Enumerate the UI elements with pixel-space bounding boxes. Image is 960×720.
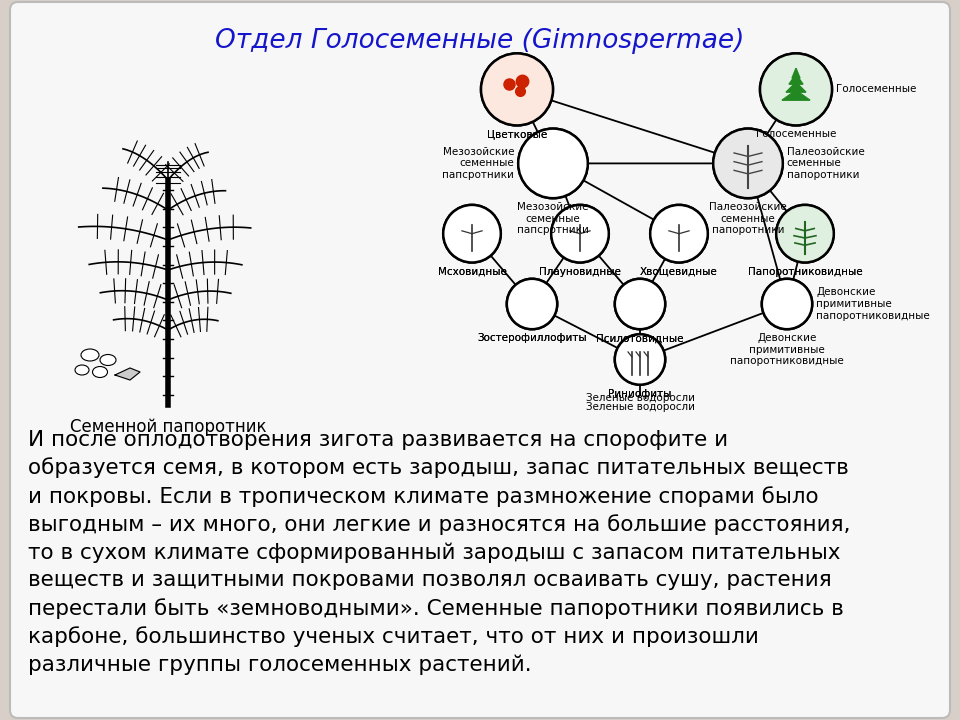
Text: Мсховидные: Мсховидные [438, 266, 507, 276]
Text: Голосеменные: Голосеменные [836, 84, 917, 94]
Circle shape [777, 205, 834, 263]
Circle shape [760, 53, 832, 125]
Text: Семенной папоротник: Семенной папоротник [70, 418, 266, 436]
Circle shape [713, 129, 782, 198]
Circle shape [444, 205, 501, 263]
Text: И после оплодотворения зигота развивается на спорофите и
образуется семя, в кото: И после оплодотворения зигота развиваетс… [28, 430, 851, 675]
Text: Зостерофиллофиты: Зостерофиллофиты [477, 333, 587, 343]
Text: Зеленые водоросли: Зеленые водоросли [586, 402, 694, 413]
Ellipse shape [92, 366, 108, 377]
Text: Плауновидные: Плауновидные [540, 266, 621, 276]
Circle shape [481, 53, 553, 125]
Circle shape [518, 129, 588, 198]
Text: Палеозойские
семенные
папоротники: Палеозойские семенные папоротники [787, 147, 865, 180]
Ellipse shape [100, 354, 116, 366]
FancyBboxPatch shape [10, 2, 950, 718]
Circle shape [444, 205, 501, 263]
Text: Отдел Голосеменные (Gimnospermae): Отдел Голосеменные (Gimnospermae) [215, 28, 745, 54]
Text: Папоротниковидные: Папоротниковидные [748, 266, 862, 276]
Text: Хвощевидные: Хвощевидные [640, 266, 718, 276]
Text: Девонские
примитивные
папоротниковидные: Девонские примитивные папоротниковидные [816, 287, 930, 320]
Polygon shape [782, 90, 810, 100]
Ellipse shape [75, 365, 89, 375]
Text: Зостерофиллофиты: Зостерофиллофиты [477, 333, 587, 343]
Text: Риниофиты: Риниофиты [609, 389, 672, 399]
Circle shape [614, 334, 665, 384]
Text: Папоротниковидные: Папоротниковидные [748, 266, 862, 276]
Polygon shape [792, 68, 800, 78]
Text: Девонские
примитивные
папоротниковидные: Девонские примитивные папоротниковидные [731, 333, 844, 366]
Text: Голосеменные: Голосеменные [756, 130, 836, 140]
Ellipse shape [81, 349, 99, 361]
Circle shape [551, 205, 609, 263]
Text: Хвощевидные: Хвощевидные [640, 266, 718, 276]
Circle shape [762, 279, 812, 329]
Circle shape [551, 205, 609, 263]
Polygon shape [115, 368, 140, 380]
Circle shape [762, 279, 812, 329]
Circle shape [518, 129, 588, 198]
Text: Мезозойские
семенные
папсротники: Мезозойские семенные папсротники [517, 202, 588, 235]
Text: Мезозойские
семенные
папсротники: Мезозойские семенные папсротники [443, 147, 515, 180]
Text: Мсховидные: Мсховидные [438, 266, 507, 276]
Circle shape [760, 53, 832, 125]
Circle shape [777, 205, 834, 263]
Text: Цветковые: Цветковые [487, 130, 547, 140]
Text: Псилотовидные: Псилотовидные [596, 333, 684, 343]
Circle shape [650, 205, 708, 263]
Circle shape [614, 279, 665, 329]
Text: Цветковые: Цветковые [487, 130, 547, 140]
Polygon shape [789, 74, 803, 84]
Circle shape [614, 334, 665, 384]
Polygon shape [786, 82, 806, 92]
Circle shape [614, 279, 665, 329]
Circle shape [713, 129, 782, 198]
Text: Псилотовидные: Псилотовидные [596, 333, 684, 343]
Circle shape [507, 279, 557, 329]
Circle shape [481, 53, 553, 125]
Text: Риниофиты: Риниофиты [609, 389, 672, 399]
Circle shape [650, 205, 708, 263]
Circle shape [507, 279, 557, 329]
Text: Палеозойские
семенные
папоротники: Палеозойские семенные папоротники [709, 202, 787, 235]
Text: Зеленые водоросли: Зеленые водоросли [586, 393, 694, 403]
Text: Плауновидные: Плауновидные [540, 266, 621, 276]
